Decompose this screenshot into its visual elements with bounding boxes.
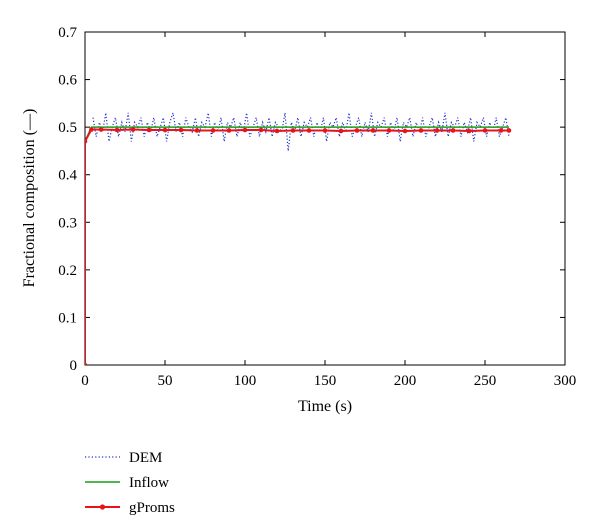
- series-gproms-point: [274, 128, 280, 134]
- y-tick-label: 0.5: [58, 120, 77, 136]
- series-gproms-point: [418, 128, 424, 133]
- series-gproms-point: [130, 127, 136, 132]
- series-gproms-point: [85, 362, 88, 365]
- series-gproms-point: [434, 128, 440, 133]
- series-gproms-point: [482, 128, 488, 133]
- series-gproms-point: [146, 127, 152, 133]
- y-axis-label: Fractional composition (—): [21, 109, 38, 288]
- series-gproms-point: [162, 127, 168, 133]
- series-gproms-point: [322, 128, 328, 133]
- series-gproms-point: [290, 128, 296, 133]
- y-tick-label: 0.6: [58, 73, 77, 89]
- series-dem-line: [92, 112, 510, 151]
- x-tick-label: 200: [394, 373, 417, 389]
- ticks: 0 50 100 150 200 250 300 0 0.1 0.2 0.3 0.4 0.5 0.6 0.7: [58, 25, 576, 389]
- y-tick-label: 0.2: [58, 263, 77, 279]
- legend-label-gproms: gProms: [129, 500, 175, 516]
- series-gproms-point: [178, 127, 184, 133]
- series-gproms-point: [402, 128, 408, 134]
- y-tick-label: 0: [70, 358, 78, 374]
- x-tick-label: 0: [81, 373, 89, 389]
- series-gproms-point: [370, 128, 376, 133]
- x-tick-label: 150: [314, 373, 337, 389]
- series-gproms-point: [258, 127, 264, 133]
- x-tick-label: 300: [554, 373, 577, 389]
- series-gproms-point: [114, 127, 120, 133]
- y-tick-label: 0.7: [58, 25, 77, 41]
- x-tick-label: 100: [234, 373, 257, 389]
- series-inflow-line: [85, 126, 509, 365]
- series-gproms-point: [210, 128, 216, 133]
- series-gproms-point: [466, 128, 472, 134]
- y-tick-label: 0.1: [58, 310, 77, 326]
- x-axis-label: Time (s): [298, 398, 352, 415]
- y-tick-label: 0.3: [58, 215, 77, 231]
- series-layer: [85, 112, 512, 365]
- y-tick-label: 0.4: [58, 168, 77, 184]
- series-gproms-point: [450, 128, 456, 133]
- series-gproms-point: [354, 128, 360, 133]
- legend-marker-gproms: [99, 504, 106, 510]
- series-gproms-point: [306, 128, 312, 133]
- series-gproms-point: [386, 128, 392, 133]
- series-gproms-point: [338, 128, 344, 134]
- series-gproms-point: [89, 127, 94, 132]
- series-gproms-point: [98, 127, 104, 132]
- series-gproms-point: [242, 127, 248, 133]
- x-tick-label: 50: [158, 373, 173, 389]
- series-gproms-point: [194, 128, 200, 133]
- plot-frame: [84, 31, 566, 366]
- series-gproms-line: [85, 128, 509, 365]
- legend-label-dem: DEM: [129, 450, 162, 466]
- x-tick-label: 250: [474, 373, 497, 389]
- legend-label-inflow: Inflow: [129, 475, 169, 491]
- series-gproms-point: [226, 128, 232, 133]
- series-gproms-point: [85, 139, 88, 144]
- series-gproms-point: [498, 128, 504, 133]
- series-gproms-point: [506, 128, 512, 133]
- legend: DEM Inflow gProms: [85, 450, 175, 516]
